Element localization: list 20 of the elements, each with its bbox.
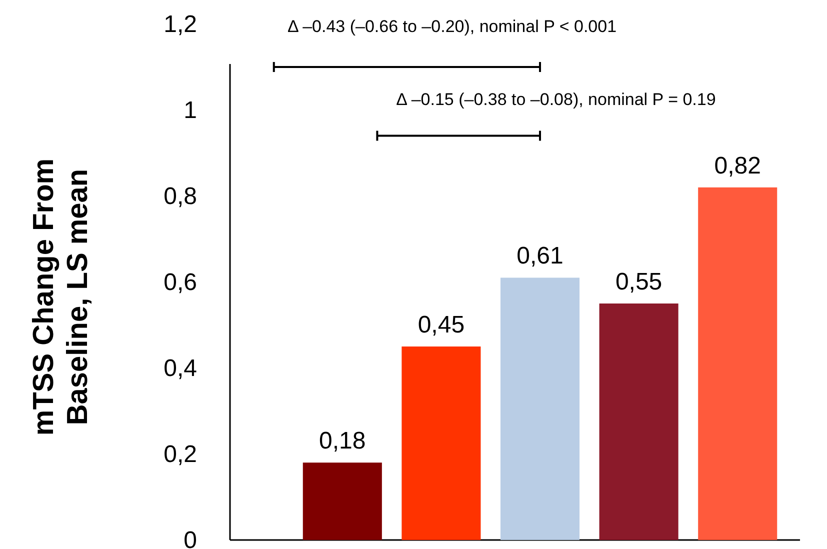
y-tick-label: 0,4 bbox=[164, 355, 197, 382]
data-label: 0,18 bbox=[319, 428, 366, 455]
y-tick-label: 0,2 bbox=[164, 441, 197, 468]
bar bbox=[698, 187, 778, 540]
annotation: Δ –0.15 (–0.38 to –0.08), nominal P = 0.19 bbox=[396, 90, 716, 110]
y-tick-label: 0,8 bbox=[164, 183, 197, 210]
annotation: Δ –0.43 (–0.66 to –0.20), nominal P < 0.001 bbox=[287, 17, 617, 36]
data-label: 0,55 bbox=[615, 268, 662, 296]
bar bbox=[302, 462, 382, 540]
data-label: 0,45 bbox=[418, 312, 465, 338]
y-tick-label: 1,2 bbox=[164, 11, 197, 38]
y-tick-label: 1 bbox=[184, 97, 197, 124]
data-label: 0,82 bbox=[714, 152, 761, 180]
bar bbox=[402, 346, 481, 540]
y-axis-title: mTSS Change From Baseline, LS mean bbox=[28, 158, 94, 436]
data-label: 0,61 bbox=[516, 242, 564, 270]
bar bbox=[599, 304, 678, 540]
bar bbox=[500, 278, 580, 540]
y-tick-label: 0,6 bbox=[164, 269, 197, 296]
y-tick-label: 0 bbox=[184, 527, 197, 549]
